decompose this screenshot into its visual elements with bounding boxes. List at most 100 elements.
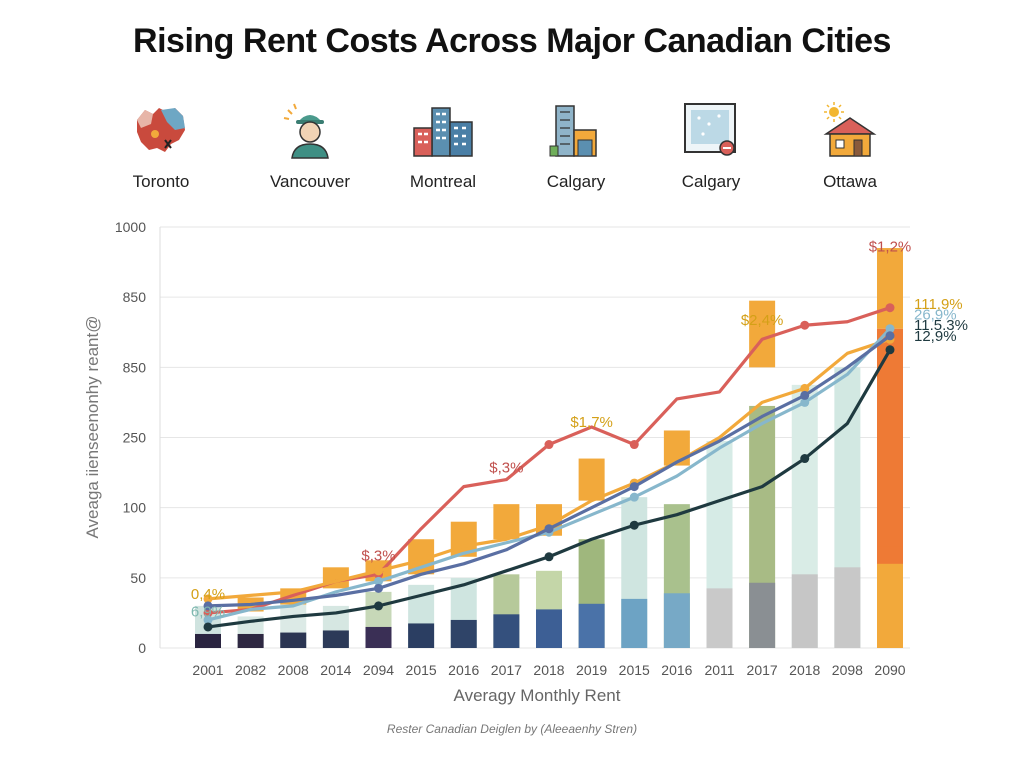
bar-lower — [578, 603, 605, 648]
x-tick-label: 2018 — [533, 662, 564, 678]
bar-lower — [195, 633, 221, 648]
bar-lower — [237, 633, 264, 648]
worker-icon — [283, 103, 329, 159]
x-tick-label: 2015 — [619, 662, 650, 678]
y-tick-label: 850 — [123, 289, 147, 305]
annotation-label: $,3% — [361, 547, 395, 564]
bar-lower — [621, 598, 648, 648]
bar-accent — [749, 300, 776, 368]
x-tick-label: 2082 — [235, 662, 266, 678]
y-tick-label: 250 — [123, 430, 147, 446]
bar-lower — [450, 619, 477, 648]
chart-annotations: 0,4%6,9% $,3% $,3% $1,7% $2,4% $1,2% 111,9%26,… — [191, 239, 968, 621]
annotation-label: $1,2% — [869, 239, 912, 256]
line-point — [203, 622, 213, 632]
bar-series — [195, 248, 903, 648]
city-toronto: Toronto — [96, 100, 226, 192]
city-label-vancouver: Vancouver — [269, 172, 350, 191]
window-icon — [684, 103, 736, 156]
line-point — [800, 390, 810, 400]
city-montreal: Montreal — [378, 100, 508, 192]
x-tick-label: 2016 — [661, 662, 692, 678]
house-sun-icon — [823, 102, 877, 157]
y-tick-label: 1000 — [115, 219, 146, 235]
end-label: 12,9% — [914, 328, 957, 345]
city-calgary-2: Calgary — [646, 100, 776, 192]
skyscraper-icon — [549, 105, 597, 157]
annotation-label: 0,4% — [191, 586, 225, 603]
x-tick-label: 2019 — [576, 662, 607, 678]
city-label-montreal: Montreal — [409, 172, 477, 191]
city-icons-row: Toronto Vancouver Montreal Calgary — [0, 100, 1024, 210]
bar-accent — [663, 430, 690, 466]
annotation-label: 6,9% — [191, 603, 225, 620]
x-axis-label: Averagy Monthly Rent — [454, 686, 621, 705]
bar-lower — [663, 593, 690, 648]
chart-title: Rising Rent Costs Across Major Canadian … — [133, 22, 891, 60]
y-axis-ticks: 0 50 100 250 850 850 1000 — [115, 219, 146, 656]
city-label-calgary-1: Calgary — [546, 172, 606, 191]
y-tick-label: 100 — [123, 500, 147, 516]
y-tick-label: 0 — [138, 640, 146, 656]
canada-map-icon — [137, 108, 185, 152]
x-tick-label: 2017 — [491, 662, 522, 678]
x-tick-label: 2094 — [363, 662, 394, 678]
line-point — [885, 345, 895, 355]
line-point — [374, 601, 383, 611]
annotation-label: $,3% — [489, 460, 523, 477]
line-point — [629, 492, 639, 502]
line-point — [203, 608, 213, 618]
x-tick-label: 2014 — [320, 662, 351, 678]
city-buildings-icon — [413, 107, 473, 157]
city-vancouver: Vancouver — [245, 100, 375, 192]
line-series-0 — [206, 306, 892, 615]
x-tick-label: 2008 — [278, 662, 309, 678]
bar-lower — [706, 588, 733, 648]
line-point — [800, 383, 810, 393]
line-point — [885, 331, 895, 341]
bar-lower — [834, 567, 861, 648]
bar-lower — [408, 623, 435, 648]
annotation-label: $2,4% — [741, 312, 784, 329]
end-label: 111,9% — [914, 296, 963, 313]
x-tick-label: 2011 — [704, 662, 734, 678]
x-tick-label: 2015 — [406, 662, 437, 678]
city-label-calgary-2: Calgary — [681, 172, 741, 191]
city-label-toronto: Toronto — [132, 172, 190, 191]
line-point — [885, 303, 895, 313]
line-point — [203, 615, 213, 625]
line-point — [544, 524, 554, 534]
x-tick-label: 2018 — [789, 662, 820, 678]
y-tick-label: 850 — [123, 359, 147, 375]
city-label-ottawa: Ottawa — [823, 172, 877, 191]
bar-lower — [365, 626, 392, 648]
x-tick-label: 2090 — [874, 662, 905, 678]
bar-lower — [280, 632, 307, 648]
x-tick-label: 2016 — [448, 662, 479, 678]
line-point — [374, 566, 383, 576]
bar-lower — [322, 630, 349, 648]
line-point — [629, 440, 639, 450]
footer-credit: Rester Canadian Deiglen by (Aleeaenhy St… — [386, 722, 638, 736]
y-tick-label: 50 — [130, 570, 146, 586]
bar-lower — [749, 582, 776, 648]
x-tick-label: 2098 — [832, 662, 863, 678]
line-point — [885, 324, 895, 334]
city-ottawa: Ottawa — [785, 100, 915, 192]
x-axis-ticks: 2001 2082 2008 2014 2094 2015 2016 2017 2018 2019… — [192, 662, 905, 678]
line-series — [203, 303, 895, 632]
y-axis-label: Aveaga iienseenonhy reant@ — [83, 316, 102, 539]
line-point — [544, 552, 554, 562]
line-point — [800, 454, 810, 464]
x-tick-label: 2017 — [747, 662, 778, 678]
line-point — [203, 594, 213, 604]
bar-lower — [493, 614, 520, 648]
x-tick-label: 2001 — [192, 662, 223, 678]
line-point — [629, 482, 639, 492]
line-point — [800, 397, 810, 407]
bar-lower — [536, 609, 562, 648]
bar-accent — [877, 248, 903, 329]
line-point — [800, 320, 810, 330]
bar-lower — [877, 563, 903, 648]
